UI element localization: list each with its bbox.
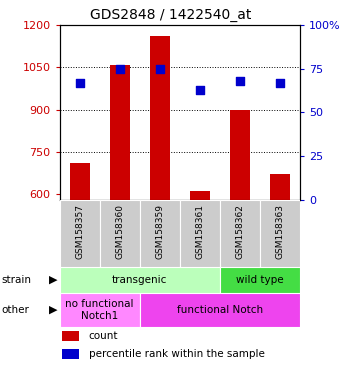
Text: GSM158362: GSM158362 (236, 205, 244, 259)
Bar (100, 200, 140, 267)
Bar (60, 267, 220, 293)
Bar (220, 267, 300, 293)
Bar (270, 174, 290, 200)
Point (117, 66, 122, 72)
Text: count: count (89, 331, 118, 341)
Point (197, 86, 203, 93)
Text: wild type: wild type (236, 275, 284, 285)
Bar (230, 109, 250, 200)
Bar (150, 36, 170, 200)
Text: GSM158359: GSM158359 (155, 204, 164, 260)
Text: functional Notch: functional Notch (177, 305, 263, 315)
Bar (70, 163, 90, 200)
Bar (140, 293, 300, 327)
Point (157, 66, 163, 72)
Text: GSM158363: GSM158363 (276, 204, 284, 260)
Text: no functional
Notch1: no functional Notch1 (65, 299, 134, 321)
Text: GSM158357: GSM158357 (75, 204, 84, 260)
Bar (190, 191, 210, 200)
Text: ▶: ▶ (49, 305, 57, 315)
Point (277, 79, 283, 86)
Point (77, 79, 83, 86)
Bar (60, 200, 100, 267)
Text: ▶: ▶ (49, 275, 57, 285)
Bar (140, 200, 180, 267)
Text: strain: strain (2, 275, 32, 285)
Bar (60, 293, 140, 327)
Bar (62, 331, 79, 341)
Point (237, 78, 243, 84)
Text: transgenic: transgenic (112, 275, 167, 285)
Text: other: other (2, 305, 30, 315)
Text: GDS2848 / 1422540_at: GDS2848 / 1422540_at (90, 8, 251, 22)
Text: GSM158361: GSM158361 (195, 204, 204, 260)
Bar (180, 200, 220, 267)
Bar (260, 200, 300, 267)
Text: percentile rank within the sample: percentile rank within the sample (89, 349, 264, 359)
Bar (220, 200, 260, 267)
Text: GSM158360: GSM158360 (115, 204, 124, 260)
Bar (62, 349, 79, 359)
Bar (110, 65, 130, 200)
